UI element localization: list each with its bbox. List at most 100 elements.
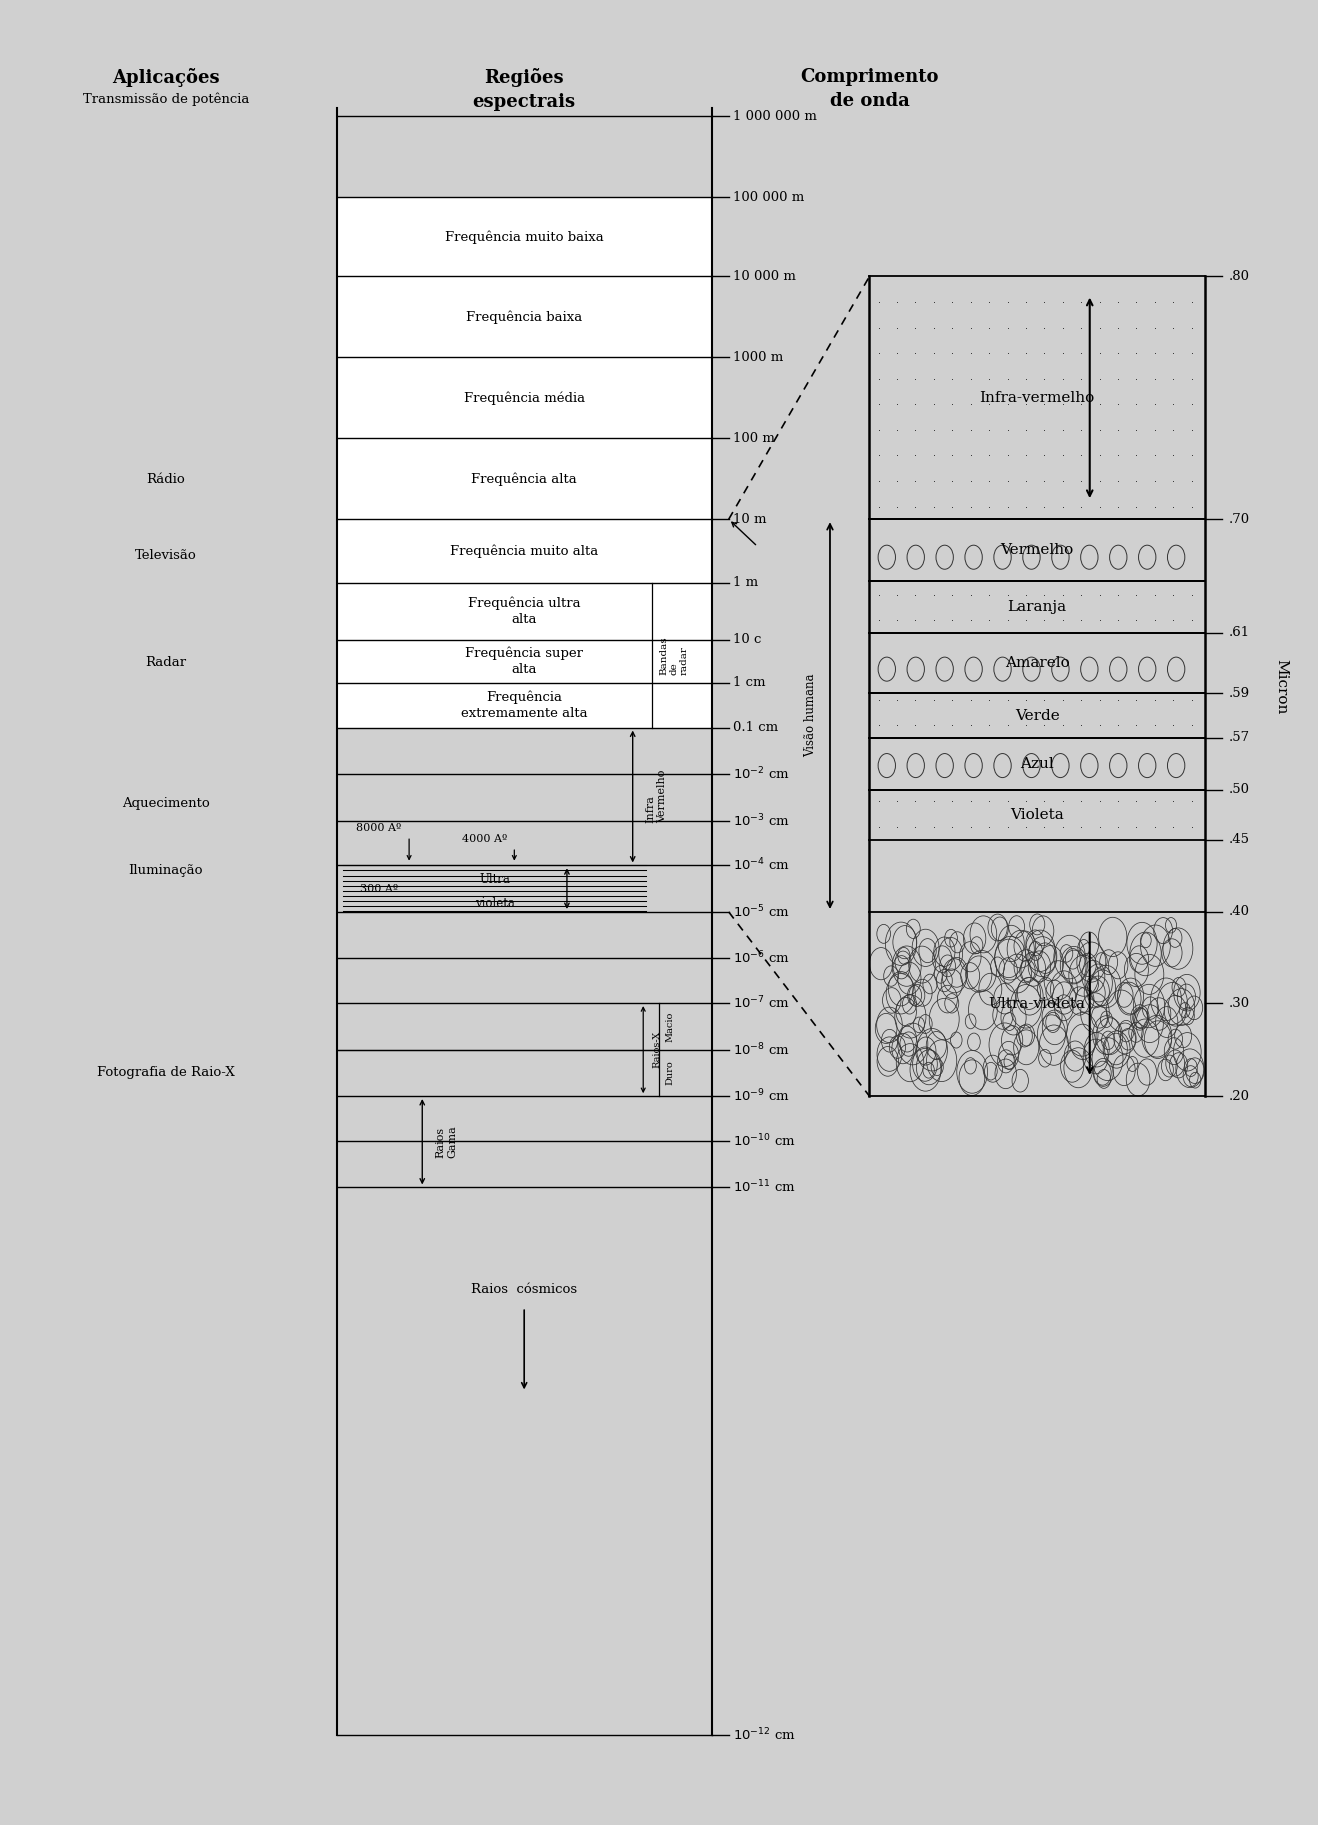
Text: Laranja: Laranja <box>1007 600 1066 613</box>
Text: $10^{-8}$ cm: $10^{-8}$ cm <box>733 1042 789 1058</box>
Point <box>905 684 927 714</box>
Point <box>961 580 982 610</box>
Point <box>942 787 963 816</box>
Point <box>1144 314 1165 343</box>
Point <box>1107 365 1128 394</box>
Point <box>1089 391 1110 420</box>
Text: $10^{-3}$ cm: $10^{-3}$ cm <box>733 812 789 829</box>
Text: Frequência ultra
alta: Frequência ultra alta <box>468 597 580 626</box>
Point <box>887 416 908 445</box>
Point <box>1052 493 1073 522</box>
Text: $10^{-6}$ cm: $10^{-6}$ cm <box>733 951 789 967</box>
Point <box>961 314 982 343</box>
Point <box>905 606 927 635</box>
Point <box>887 684 908 714</box>
Point <box>1144 812 1165 841</box>
Point <box>1015 314 1036 343</box>
Point <box>1181 442 1202 471</box>
Text: .20: .20 <box>1228 1090 1249 1102</box>
Point <box>887 391 908 420</box>
Point <box>1144 787 1165 816</box>
Text: Micron: Micron <box>1275 659 1288 714</box>
Text: Vermelho: Vermelho <box>1000 544 1074 557</box>
Point <box>887 606 908 635</box>
Point <box>1162 684 1184 714</box>
Point <box>978 787 999 816</box>
Point <box>905 391 927 420</box>
Point <box>905 580 927 610</box>
Point <box>905 812 927 841</box>
Point <box>1126 365 1147 394</box>
Text: 100 m: 100 m <box>733 433 775 445</box>
Text: $10^{-5}$ cm: $10^{-5}$ cm <box>733 903 789 920</box>
Text: Raios
Gama: Raios Gama <box>435 1126 457 1159</box>
Point <box>924 288 945 318</box>
Text: .57: .57 <box>1228 732 1249 745</box>
Point <box>1070 442 1091 471</box>
Text: Frequência baixa: Frequência baixa <box>467 310 583 323</box>
Point <box>1162 580 1184 610</box>
Point <box>1052 314 1073 343</box>
Point <box>1126 391 1147 420</box>
Point <box>1144 391 1165 420</box>
Point <box>1070 365 1091 394</box>
Bar <box>337 438 712 520</box>
Point <box>869 442 890 471</box>
Text: Infra-vermelho: Infra-vermelho <box>979 391 1095 405</box>
Text: Frequência alta: Frequência alta <box>472 473 577 485</box>
Point <box>978 812 999 841</box>
Point <box>1015 416 1036 445</box>
Point <box>1126 787 1147 816</box>
Text: Iluminação: Iluminação <box>129 863 203 878</box>
Point <box>1070 339 1091 369</box>
Point <box>1070 493 1091 522</box>
Bar <box>337 641 712 683</box>
Point <box>1033 812 1054 841</box>
Point <box>1089 493 1110 522</box>
Point <box>996 467 1017 496</box>
Point <box>869 710 890 739</box>
Point <box>1162 710 1184 739</box>
Point <box>869 391 890 420</box>
Text: 10 c: 10 c <box>733 633 760 646</box>
Text: Ultra: Ultra <box>480 872 510 885</box>
Point <box>924 606 945 635</box>
Point <box>1162 493 1184 522</box>
Point <box>961 710 982 739</box>
Point <box>905 710 927 739</box>
Point <box>1126 416 1147 445</box>
Text: 300 Aº: 300 Aº <box>360 883 398 894</box>
Point <box>1015 339 1036 369</box>
Point <box>887 787 908 816</box>
Point <box>924 467 945 496</box>
Text: Amarelo: Amarelo <box>1004 655 1069 670</box>
Text: Frequência super
alta: Frequência super alta <box>465 646 583 675</box>
Point <box>1181 684 1202 714</box>
Point <box>924 365 945 394</box>
Point <box>887 493 908 522</box>
Point <box>996 812 1017 841</box>
Point <box>1033 606 1054 635</box>
Text: violeta: violeta <box>474 896 514 909</box>
Point <box>1033 416 1054 445</box>
Point <box>1089 710 1110 739</box>
Point <box>1181 467 1202 496</box>
Text: $10^{-11}$ cm: $10^{-11}$ cm <box>733 1179 795 1195</box>
Point <box>887 339 908 369</box>
Point <box>1015 684 1036 714</box>
Point <box>1162 606 1184 635</box>
Point <box>1070 812 1091 841</box>
Point <box>1089 580 1110 610</box>
Text: 8000 Aº: 8000 Aº <box>356 823 402 832</box>
Point <box>1052 467 1073 496</box>
Text: .30: .30 <box>1228 996 1249 1009</box>
Point <box>1015 365 1036 394</box>
Point <box>961 787 982 816</box>
Point <box>924 314 945 343</box>
Point <box>961 606 982 635</box>
Point <box>996 314 1017 343</box>
Point <box>905 288 927 318</box>
Point <box>1162 467 1184 496</box>
Point <box>869 580 890 610</box>
Point <box>1052 787 1073 816</box>
